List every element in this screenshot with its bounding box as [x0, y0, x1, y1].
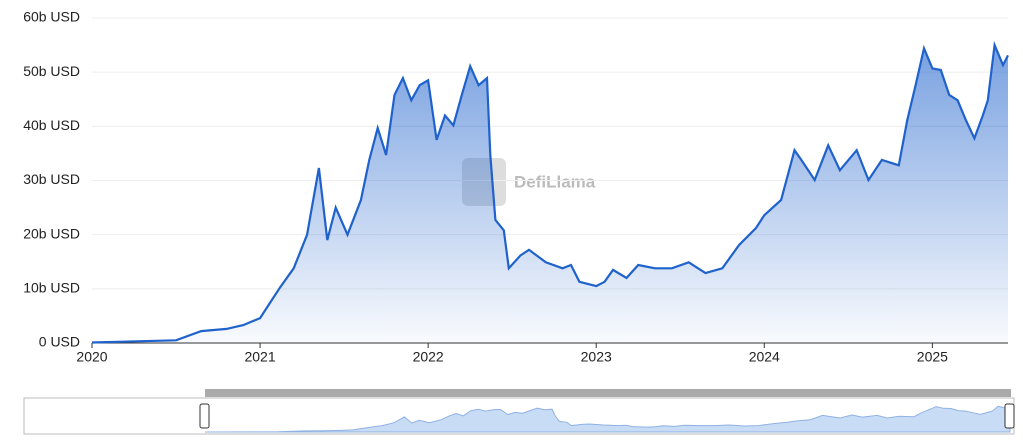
- overview-area: [204, 405, 1011, 433]
- y-tick-label: 50b USD: [23, 63, 80, 79]
- slider-handle-left[interactable]: [199, 403, 210, 429]
- y-tick-label: 30b USD: [23, 171, 80, 187]
- zoom-slider[interactable]: [23, 389, 1015, 435]
- x-tick-label: 2021: [244, 349, 275, 365]
- y-tick-label: 60b USD: [23, 9, 80, 25]
- watermark-text: DefiLlama: [514, 172, 596, 191]
- x-tick-label: 2022: [413, 349, 444, 365]
- y-tick-label: 40b USD: [23, 117, 80, 133]
- y-tick-label: 10b USD: [23, 280, 80, 296]
- slider-handle-right[interactable]: [1004, 403, 1015, 429]
- x-tick-label: 2024: [749, 349, 780, 365]
- slider-bar[interactable]: [205, 389, 1011, 397]
- x-tick-label: 2020: [76, 349, 107, 365]
- area-fill: [92, 45, 1008, 343]
- y-tick-label: 0 USD: [39, 334, 80, 350]
- x-tick-label: 2023: [581, 349, 612, 365]
- area-line: [91, 40, 1009, 344]
- y-tick-label: 20b USD: [23, 225, 80, 241]
- x-tick-label: 2025: [917, 349, 948, 365]
